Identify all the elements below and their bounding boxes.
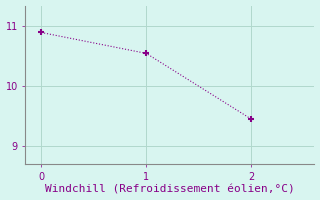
X-axis label: Windchill (Refroidissement éolien,°C): Windchill (Refroidissement éolien,°C) bbox=[45, 184, 295, 194]
